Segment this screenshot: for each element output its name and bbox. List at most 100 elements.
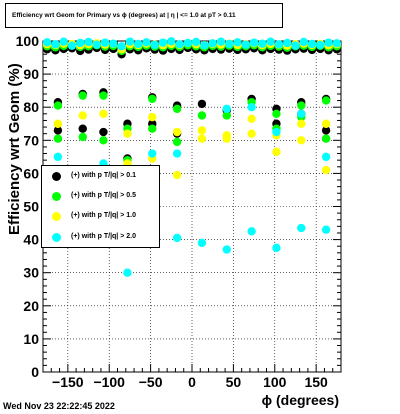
data-point <box>282 38 292 48</box>
x-axis-label: ϕ (degrees) <box>261 392 339 408</box>
legend-label: (+) with p T/|q| > 0.5 <box>71 192 136 199</box>
data-point <box>197 134 207 143</box>
data-point <box>297 223 306 233</box>
data-point <box>274 40 284 49</box>
data-point <box>148 124 157 133</box>
data-point <box>42 38 52 47</box>
data-point <box>125 37 135 46</box>
data-point <box>142 38 151 47</box>
data-point <box>249 38 259 47</box>
data-point <box>76 38 85 48</box>
data-point <box>123 268 132 277</box>
legend-marker-icon <box>52 233 61 242</box>
y-tick-label: 60 <box>23 165 39 181</box>
data-point <box>53 101 63 110</box>
data-point <box>321 126 331 135</box>
y-tick-label: 30 <box>23 265 39 281</box>
data-point <box>92 40 102 49</box>
data-point <box>67 41 77 50</box>
data-point <box>200 41 209 50</box>
legend-entry: (+) with p T/|q| > 2.0 <box>42 228 161 248</box>
data-point <box>197 126 207 135</box>
y-tick-label: 0 <box>31 364 39 380</box>
y-tick-label: 50 <box>23 199 39 215</box>
data-point <box>53 119 63 128</box>
data-point <box>272 243 281 253</box>
data-point <box>272 109 281 119</box>
data-point <box>172 233 182 243</box>
data-point <box>297 109 306 119</box>
data-point <box>99 136 108 145</box>
data-point <box>258 39 267 48</box>
title-box: Efficiency wrt Geom for Primary vs ϕ (de… <box>5 3 283 28</box>
data-point <box>297 136 306 145</box>
legend-label: (+) with p T/|q| > 0.1 <box>71 172 136 179</box>
legend-entry: (+) with p T/|q| > 0.1 <box>42 167 161 187</box>
data-point <box>321 96 331 105</box>
data-point <box>99 109 108 119</box>
data-point <box>78 132 87 142</box>
chart-title: Efficiency wrt Geom for Primary vs ϕ (de… <box>12 12 236 19</box>
data-point <box>321 134 331 143</box>
data-point <box>172 127 182 137</box>
legend-entry: (+) with p T/|q| > 0.5 <box>42 187 161 207</box>
data-point <box>150 40 159 50</box>
x-tick-label: 100 <box>263 374 287 390</box>
x-tick-label: 0 <box>188 374 196 390</box>
data-point <box>78 91 87 100</box>
data-point <box>53 134 63 143</box>
legend-marker-icon <box>52 172 61 181</box>
data-point <box>148 94 157 104</box>
legend: (+) with p T/|q| > 0.1 (+) with p T/|q| … <box>41 165 160 248</box>
data-point <box>247 129 256 138</box>
legend-label: (+) with p T/|q| > 1.0 <box>71 212 136 219</box>
data-point <box>53 152 63 162</box>
data-point <box>133 39 143 49</box>
x-tick-label: −100 <box>93 374 125 390</box>
data-point <box>321 119 331 128</box>
data-point <box>222 111 231 120</box>
data-point <box>78 124 87 133</box>
y-tick-label: 20 <box>23 298 39 314</box>
data-point <box>99 91 108 100</box>
data-point <box>172 170 182 180</box>
data-point <box>321 165 331 175</box>
data-point <box>191 37 201 47</box>
data-point <box>291 41 300 50</box>
x-tick-label: 50 <box>226 374 242 390</box>
data-point <box>208 39 217 48</box>
data-point <box>183 38 193 48</box>
data-point <box>99 127 108 137</box>
y-tick-label: 100 <box>16 33 40 49</box>
data-point <box>78 111 87 120</box>
data-point <box>307 39 317 49</box>
y-tick-label: 90 <box>23 66 39 82</box>
data-point <box>247 227 256 236</box>
data-point <box>332 39 342 48</box>
data-point <box>197 99 207 109</box>
legend-entry: (+) with p T/|q| > 1.0 <box>42 207 161 227</box>
timestamp: Wed Nov 23 22:22:45 2022 <box>3 401 115 411</box>
data-point <box>51 40 60 49</box>
data-point <box>197 238 207 248</box>
data-point <box>321 152 331 162</box>
data-point <box>272 127 281 137</box>
y-tick-label: 80 <box>23 99 39 115</box>
x-tick-label: 150 <box>304 374 328 390</box>
data-point <box>117 42 126 51</box>
data-point <box>321 225 331 234</box>
data-point <box>316 40 325 50</box>
y-axis-label: Efficiency wrt Geom (%) <box>6 63 23 235</box>
data-point <box>247 103 256 112</box>
legend-marker-icon <box>52 212 61 221</box>
legend-label: (+) with p T/|q| > 2.0 <box>71 233 136 240</box>
data-point <box>272 147 281 157</box>
data-point <box>197 111 207 120</box>
data-point <box>148 112 157 122</box>
data-point <box>172 149 182 158</box>
legend-marker-icon <box>52 192 61 201</box>
data-point <box>172 104 182 114</box>
data-point <box>247 114 256 123</box>
x-tick-label: −150 <box>52 374 84 390</box>
data-point <box>233 38 242 47</box>
